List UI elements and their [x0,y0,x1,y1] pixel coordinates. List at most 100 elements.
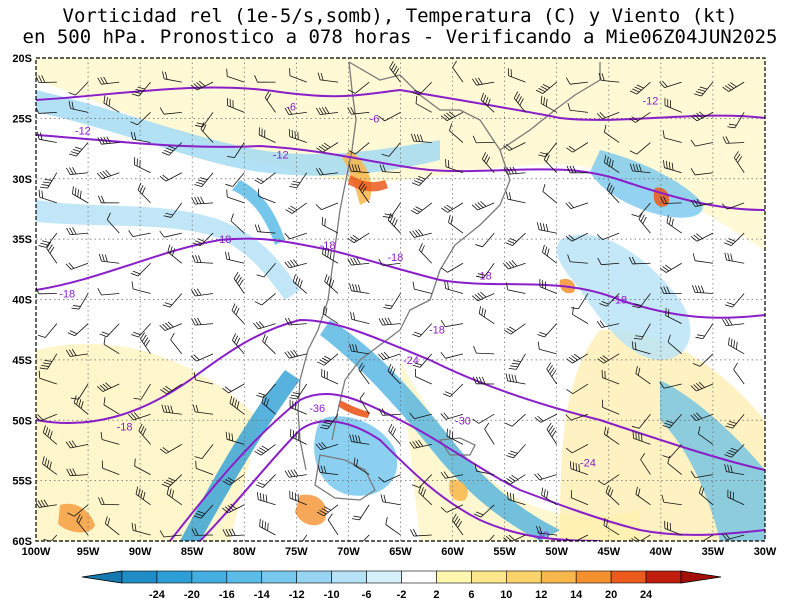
wind-barb [503,142,526,151]
wind-barb [133,383,151,400]
wind-barb [478,306,495,324]
wind-barb [39,353,58,370]
title-line-1: Vorticidad rel (1e-5/s,somb), Temperatur… [62,5,738,27]
wind-barb [73,395,89,415]
wind-barb [596,111,620,120]
wind-barb [505,282,526,294]
wind-barb [722,81,745,92]
colorbar-label: 6 [468,589,474,600]
wind-barb [67,504,89,517]
wind-barb [534,413,557,423]
wind-barb [632,430,651,445]
wind-barb [444,281,464,294]
wind-barb [409,528,432,537]
wind-barb [380,494,401,506]
wind-barb [570,293,589,310]
wind-barb [222,383,245,394]
colorbar-label: 14 [570,589,583,600]
wind-barb [38,370,57,385]
lat-tick-label: 45S [12,355,32,367]
wind-barb [690,471,713,479]
wind-barb [662,413,682,429]
wind-barb [412,353,433,368]
lat-tick-label: 20S [12,53,32,65]
wind-barb [98,497,120,506]
wind-barb [724,444,745,458]
wind-barb [68,142,89,157]
wind-barb [104,516,120,536]
wind-barb [602,399,620,415]
wind-barb [259,518,276,536]
contour-label: -18 [429,325,445,337]
colorbar-label: 24 [640,589,653,600]
colorbar-swatch [156,570,193,584]
contour-label: -30 [455,415,471,427]
wind-barb [567,254,588,264]
wind-barb [385,517,401,536]
wind-barb [36,413,57,422]
lon-tick-label: 80W [233,546,256,558]
wind-barb [597,474,620,485]
wind-barb [566,353,589,364]
wind-barb [284,107,307,116]
wind-barb [690,381,714,392]
wind-barb [65,440,89,449]
wind-barb [628,112,651,123]
wind-barb [596,320,620,328]
lat-tick-label: 55S [12,476,32,488]
wind-barb [315,441,339,451]
wind-barb [378,351,401,360]
colorbar-swatch [610,570,647,584]
wind-barb [359,392,370,415]
wind-barb [347,257,370,266]
wind-barb [601,369,620,385]
wind-barb [629,142,651,155]
wind-barb [603,517,620,536]
wind-barb [134,458,151,475]
wind-barb [442,383,464,397]
wind-barb [503,166,526,175]
wind-barb [733,362,745,385]
wind-barb [603,426,620,445]
wind-barb [440,471,464,479]
wind-barb [473,504,495,518]
wind-barb [631,202,651,218]
wind-barb [409,228,432,238]
wind-barb [226,142,245,159]
wind-barb [565,413,589,421]
contour-label: -18 [59,288,75,300]
contour-label: -12 [75,125,91,137]
wind-barb [473,345,495,355]
wind-barb [349,343,370,355]
wind-barb [316,142,339,153]
wind-barb [316,504,339,517]
wind-barb [350,311,370,325]
colorbar-label: -24 [149,589,166,600]
lon-tick-label: 55W [493,546,516,558]
wind-barb [537,341,557,355]
wind-barb [724,252,745,264]
wind-barb [39,172,58,189]
wind-barb [37,131,57,143]
wind-barb [256,383,276,398]
wind-barb [446,428,464,445]
wind-barb [255,474,276,488]
wind-barb [505,191,526,204]
wind-barb [534,472,557,481]
wind-barb [162,293,183,308]
wind-barb [471,200,495,211]
wind-barb [381,142,401,157]
wind-barb [535,81,557,94]
colorbar-swatch [436,570,472,584]
wind-barb [383,293,401,310]
wind-barb [659,80,682,89]
wind-barb [253,321,276,330]
wind-barb [159,172,182,182]
wind-barb [138,423,151,445]
wind-barb [566,383,589,395]
wind-barb [440,111,464,122]
wind-barb [449,123,464,143]
wind-barb [572,306,589,324]
